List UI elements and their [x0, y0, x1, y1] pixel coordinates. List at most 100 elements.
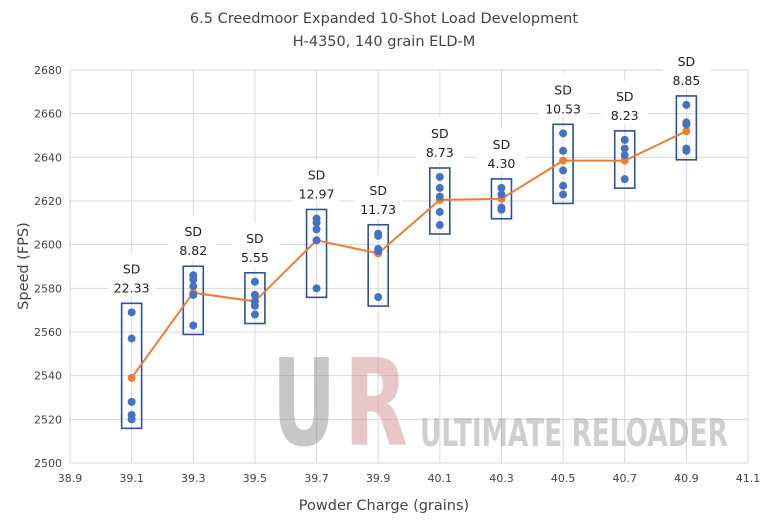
shot-point: [435, 192, 444, 201]
sd-label-background: [292, 159, 341, 204]
x-tick-label: 40.9: [674, 472, 699, 485]
sd-label-title: SD: [246, 231, 264, 246]
range-box: [367, 223, 389, 307]
sd-value: 11.73: [360, 202, 396, 217]
shot-point: [127, 334, 136, 343]
sd-label-background: [354, 174, 403, 219]
sd-label-background: [169, 216, 218, 261]
shot-point: [312, 225, 321, 234]
x-tick-label: 41.1: [736, 472, 761, 485]
sd-label-title: SD: [123, 261, 141, 276]
sd-value: 12.97: [299, 186, 335, 201]
shot-point: [250, 277, 259, 286]
y-tick-label: 2500: [34, 457, 62, 470]
sd-label-background: [415, 117, 464, 162]
range-box: [552, 123, 574, 205]
shot-point: [497, 205, 506, 214]
sd-label-background: [230, 222, 279, 267]
shot-point: [127, 308, 136, 317]
shot-point: [620, 144, 629, 153]
shot-point: [374, 247, 383, 256]
sd-label-background: [600, 80, 649, 125]
sd-label-title: SD: [678, 54, 696, 69]
shot-point: [374, 231, 383, 240]
watermark-logo-r: R: [344, 335, 408, 474]
shot-point: [312, 218, 321, 227]
x-tick-label: 39.7: [304, 472, 329, 485]
average-point: [559, 156, 568, 165]
shot-point: [682, 146, 691, 155]
shot-point: [374, 293, 383, 302]
sd-labels: SD 22.33 SD 8.82 SD 5.55 SD 12.97 SD 11.73 SD 8.73 S…: [107, 45, 711, 298]
chart-title: 6.5 Creedmoor Expanded 10-Shot Load Deve…: [190, 11, 578, 27]
y-tick-label: 2520: [34, 413, 62, 426]
sd-value: 8.82: [179, 243, 207, 258]
range-box: [675, 95, 698, 161]
average-line: [130, 130, 687, 379]
range-box: [613, 130, 636, 189]
range-box: [305, 208, 328, 299]
y-tick-label: 2560: [34, 326, 62, 339]
sd-label-title: SD: [184, 224, 202, 239]
sd-label-title: SD: [554, 82, 572, 97]
shot-point: [189, 275, 198, 284]
sd-value: 8.73: [426, 145, 454, 160]
x-tick-label: 39.5: [243, 472, 268, 485]
y-tick-label: 2660: [34, 108, 62, 121]
y-axis-title: Speed (FPS): [16, 222, 32, 310]
range-box: [182, 265, 205, 336]
range-boxes: [120, 95, 698, 430]
watermark-logo-u: U: [272, 335, 336, 474]
sd-label-title: SD: [616, 89, 634, 104]
shot-point: [620, 175, 629, 184]
shot-point: [435, 207, 444, 216]
sd-label-title: SD: [431, 126, 449, 141]
shot-point: [682, 120, 691, 129]
y-tick-label: 2640: [34, 151, 62, 164]
shot-point: [312, 284, 321, 293]
shot-point: [682, 100, 691, 109]
shot-point: [127, 397, 136, 406]
y-tick-label: 2540: [34, 370, 62, 383]
tick-labels: 38.9 39.1 39.3 39.5 39.7 39.9 40.1 40.3 40.5 40.7…: [34, 64, 760, 485]
y-tick-label: 2620: [34, 195, 62, 208]
average-point: [682, 127, 691, 136]
x-tick-label: 39.3: [181, 472, 206, 485]
y-tick-label: 2580: [34, 282, 62, 295]
y-tick-label: 2600: [34, 239, 62, 252]
shot-point: [250, 290, 259, 299]
shot-point: [559, 190, 568, 199]
x-tick-label: 40.5: [551, 472, 576, 485]
x-axis-title: Powder Charge (grains): [299, 498, 469, 514]
sd-value: 5.55: [241, 250, 269, 265]
grid: [69, 69, 749, 464]
shot-point: [250, 310, 259, 319]
range-box: [244, 271, 266, 325]
range-box: [120, 302, 143, 430]
sd-label-background: [477, 128, 526, 173]
shot-point: [312, 236, 321, 245]
sd-value: 8.23: [611, 108, 639, 123]
shot-point: [435, 183, 444, 192]
shot-point: [189, 282, 198, 291]
sd-label-title: SD: [493, 137, 511, 152]
watermark-text: ULTIMATE RELOADER: [420, 411, 728, 455]
shot-point: [189, 321, 198, 330]
shot-point: [435, 172, 444, 181]
shot-point: [497, 190, 506, 199]
shot-point: [435, 221, 444, 230]
x-tick-label: 40.7: [612, 472, 637, 485]
chart-subtitle: H-4350, 140 grain ELD-M: [293, 34, 476, 50]
shot-point: [620, 151, 629, 160]
sd-value: 8.85: [672, 73, 700, 88]
x-tick-label: 39.1: [119, 472, 144, 485]
x-tick-label: 40.3: [489, 472, 514, 485]
y-tick-label: 2680: [34, 64, 62, 77]
sd-label-background: [662, 45, 711, 90]
shot-point: [559, 166, 568, 175]
shot-point: [127, 415, 136, 424]
x-tick-label: 39.9: [366, 472, 391, 485]
shot-point: [497, 183, 506, 192]
sd-label-background: [539, 74, 588, 119]
